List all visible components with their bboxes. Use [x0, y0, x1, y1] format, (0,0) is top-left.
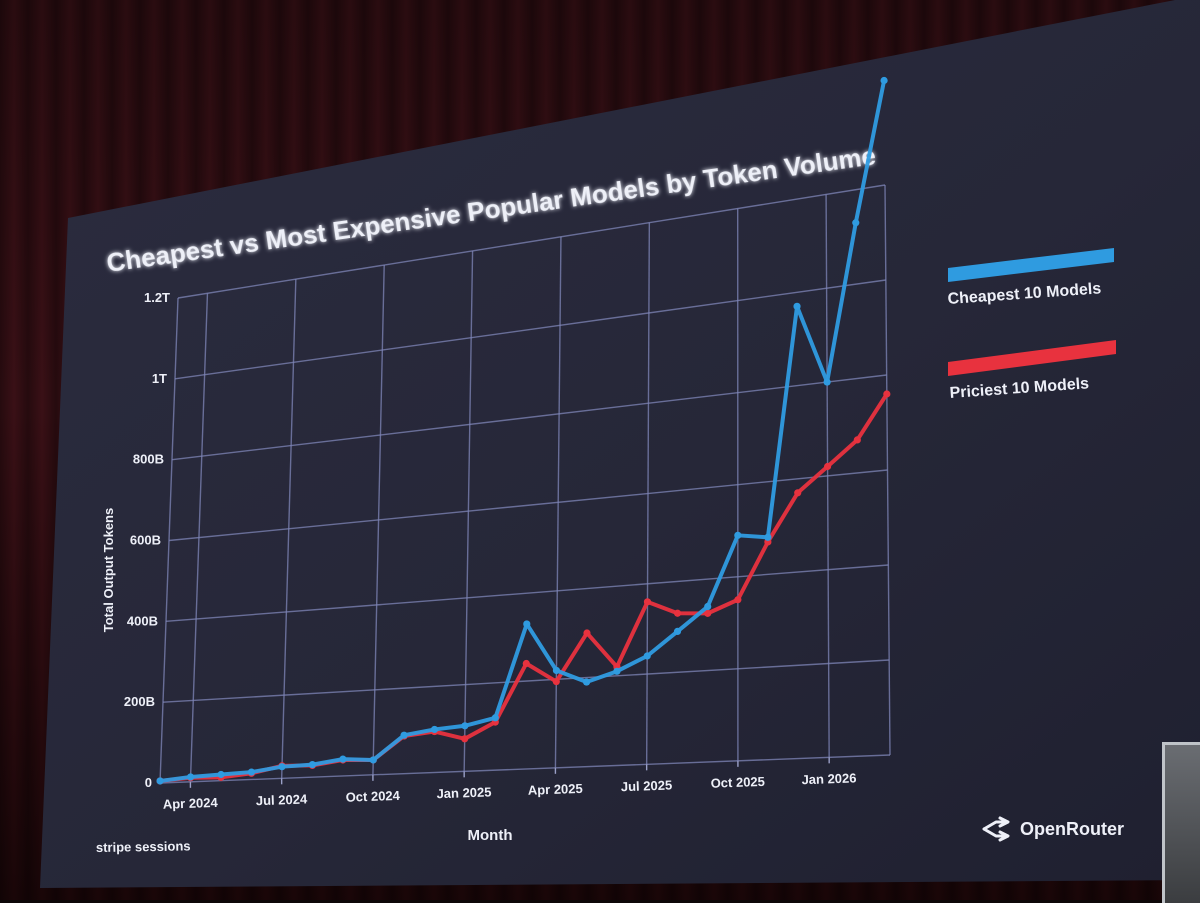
data-point — [217, 771, 224, 778]
data-point — [156, 777, 163, 784]
data-point — [278, 763, 285, 770]
y-tick-label: 1T — [152, 371, 167, 386]
data-point — [644, 598, 651, 605]
y-tick-label: 1.2T — [144, 290, 170, 305]
y-tick-label: 800B — [133, 452, 164, 467]
x-tick-label: Apr 2025 — [528, 781, 583, 798]
data-point — [613, 668, 620, 675]
y-tick-label: 600B — [130, 533, 161, 548]
stage-railing — [1162, 742, 1200, 903]
data-point — [583, 678, 590, 685]
data-point — [523, 620, 530, 627]
x-tick-label: Oct 2024 — [345, 788, 400, 805]
data-point — [583, 629, 590, 636]
x-tick-label: Jul 2025 — [621, 777, 673, 794]
data-point — [523, 660, 530, 667]
data-point — [461, 722, 468, 729]
data-point — [492, 714, 499, 721]
screen-panel — [40, 0, 1200, 888]
x-tick-label: Jul 2024 — [256, 791, 309, 808]
openrouter-wordmark: OpenRouter — [1020, 819, 1124, 839]
data-point — [674, 628, 681, 635]
data-point — [704, 603, 711, 610]
x-tick-label: Jan 2026 — [801, 770, 856, 787]
y-tick-label: 400B — [127, 613, 158, 628]
data-point — [370, 756, 377, 763]
data-point — [461, 735, 468, 742]
data-point — [824, 378, 831, 385]
data-point — [854, 436, 861, 443]
data-point — [553, 667, 560, 674]
data-point — [309, 761, 316, 768]
data-point — [852, 219, 859, 226]
y-tick-label: 200B — [124, 694, 155, 709]
data-point — [431, 726, 438, 733]
x-tick-label: Oct 2025 — [710, 774, 765, 791]
data-point — [764, 534, 771, 541]
data-point — [644, 652, 651, 659]
data-point — [674, 610, 681, 617]
stripe-sessions-logo: stripe sessions — [96, 838, 191, 855]
data-point — [553, 678, 560, 685]
data-point — [734, 532, 741, 539]
data-point — [401, 732, 408, 739]
x-axis-label: Month — [468, 827, 513, 844]
data-point — [187, 773, 194, 780]
data-point — [248, 768, 255, 775]
data-point — [734, 596, 741, 603]
data-point — [793, 303, 800, 310]
data-point — [824, 463, 831, 470]
data-point — [339, 756, 346, 763]
x-tick-label: Apr 2024 — [163, 795, 219, 812]
data-point — [883, 390, 890, 397]
y-tick-label: 0 — [145, 775, 152, 790]
data-point — [880, 77, 887, 84]
y-axis-label: Total Output Tokens — [101, 508, 116, 632]
data-point — [794, 489, 801, 496]
x-tick-label: Jan 2025 — [436, 784, 491, 801]
